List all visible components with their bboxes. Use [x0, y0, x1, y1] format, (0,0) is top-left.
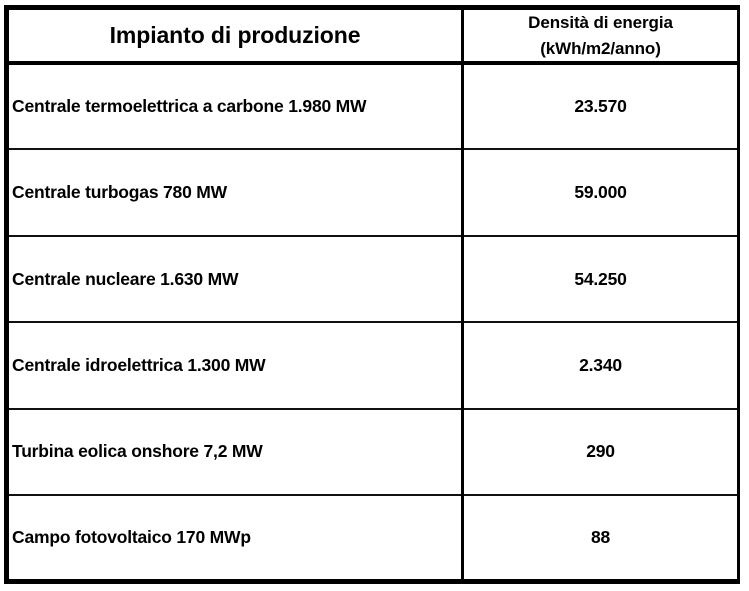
cell-density: 88 — [590, 527, 611, 548]
table-header-row: Impianto di produzione Densità di energi… — [6, 7, 739, 65]
cell-density: 54.250 — [462, 235, 739, 324]
cell-plant: Centrale idroelettrica 1.300 MW — [6, 322, 464, 410]
cell-density: 59.000 — [462, 149, 739, 237]
table-row: Centrale turbogas 780 MW 59.000 — [6, 149, 739, 237]
cell-plant: Centrale nucleare 1.630 MW — [6, 235, 464, 324]
table-header: Impianto di produzione Densità di energi… — [6, 7, 739, 65]
cell-plant: Campo fotovoltaico 170 MWp — [6, 495, 464, 582]
energy-density-table-container: Impianto di produzione Densità di energi… — [4, 5, 740, 584]
cell-plant: Centrale turbogas 780 MW — [6, 149, 464, 237]
column-header-density-label: Densità di energia — [528, 13, 673, 32]
cell-density: 2.340 — [462, 322, 739, 410]
column-header-plant-label: Impianto di produzione — [109, 22, 361, 49]
table-body: Centrale termoelettrica a carbone 1.980 … — [6, 63, 739, 582]
table-row: Centrale idroelettrica 1.300 MW 2.340 — [6, 322, 739, 410]
column-header-density: Densità di energia (kWh/m2/anno) — [462, 7, 739, 65]
cell-density: 290 — [462, 408, 739, 497]
energy-density-table: Impianto di produzione Densità di energi… — [4, 5, 740, 584]
column-header-density-unit: (kWh/m2/anno) — [540, 38, 661, 58]
cell-density: 23.570 — [462, 63, 739, 151]
cell-plant: Turbina eolica onshore 7,2 MW — [6, 408, 464, 497]
cell-plant: Centrale termoelettrica a carbone 1.980 … — [6, 63, 464, 151]
table-row: Centrale termoelettrica a carbone 1.980 … — [6, 63, 739, 151]
table-row: Centrale nucleare 1.630 MW 54.250 — [6, 235, 739, 324]
table-row: Turbina eolica onshore 7,2 MW 290 — [6, 408, 739, 497]
column-header-plant: Impianto di produzione — [6, 7, 464, 65]
table-row: Campo fotovoltaico 170 MWp 88 — [6, 495, 739, 582]
